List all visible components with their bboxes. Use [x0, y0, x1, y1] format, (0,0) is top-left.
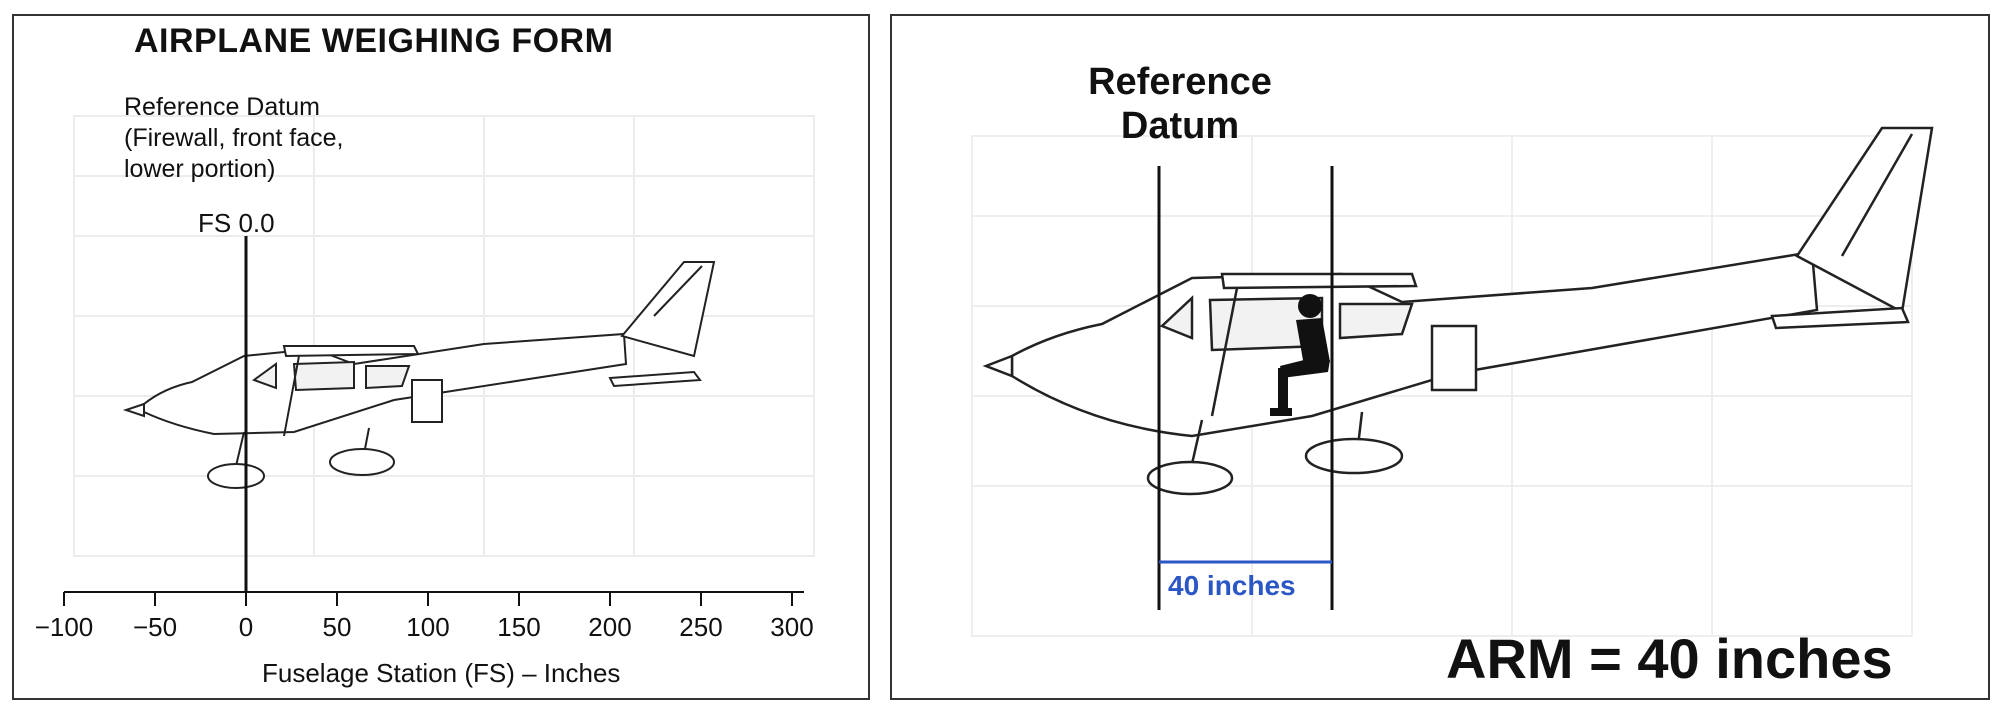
axis-tick-label: 250 [679, 612, 723, 642]
background-form-grid [971, 135, 1913, 637]
axis-tick-label: 0 [238, 612, 254, 642]
axis-tick-label: 300 [770, 612, 814, 642]
axis-tick-label: −100 [34, 612, 94, 642]
axis-tick-label: 100 [406, 612, 450, 642]
weighing-form-diagram [63, 115, 815, 606]
axis-title: Fuselage Station (FS) – Inches [262, 658, 621, 688]
arm-diagram [971, 126, 1934, 637]
airplane-side-view [122, 261, 716, 489]
datum-caption-line-2: (Firewall, front face, [124, 124, 344, 152]
fs-zero-label: FS 0.0 [198, 208, 275, 238]
airplane-side-view [982, 126, 1934, 496]
arm-dimension-label: 40 inches [1168, 570, 1296, 601]
datum-caption-line-3: lower portion) [124, 155, 276, 183]
left-panel: AIRPLANE WEIGHING FORM Reference Datum (… [12, 14, 870, 700]
datum-caption-line-1: Reference Datum [124, 93, 320, 121]
arm-result-text: ARM = 40 inches [1446, 627, 1893, 690]
axis-tick-label: 50 [322, 612, 352, 642]
axis-tick-label: 200 [588, 612, 632, 642]
pilot-silhouette [1270, 294, 1330, 416]
reference-datum-title-line-2: Datum [1120, 105, 1240, 147]
fs-axis [63, 591, 804, 606]
reference-datum-title-line-1: Reference [1088, 61, 1272, 103]
form-title: AIRPLANE WEIGHING FORM [134, 22, 614, 60]
axis-tick-label: 150 [497, 612, 541, 642]
axis-tick-label: −50 [132, 612, 178, 642]
right-panel: Reference Datum 40 inches ARM = 40 inche… [890, 14, 1990, 700]
